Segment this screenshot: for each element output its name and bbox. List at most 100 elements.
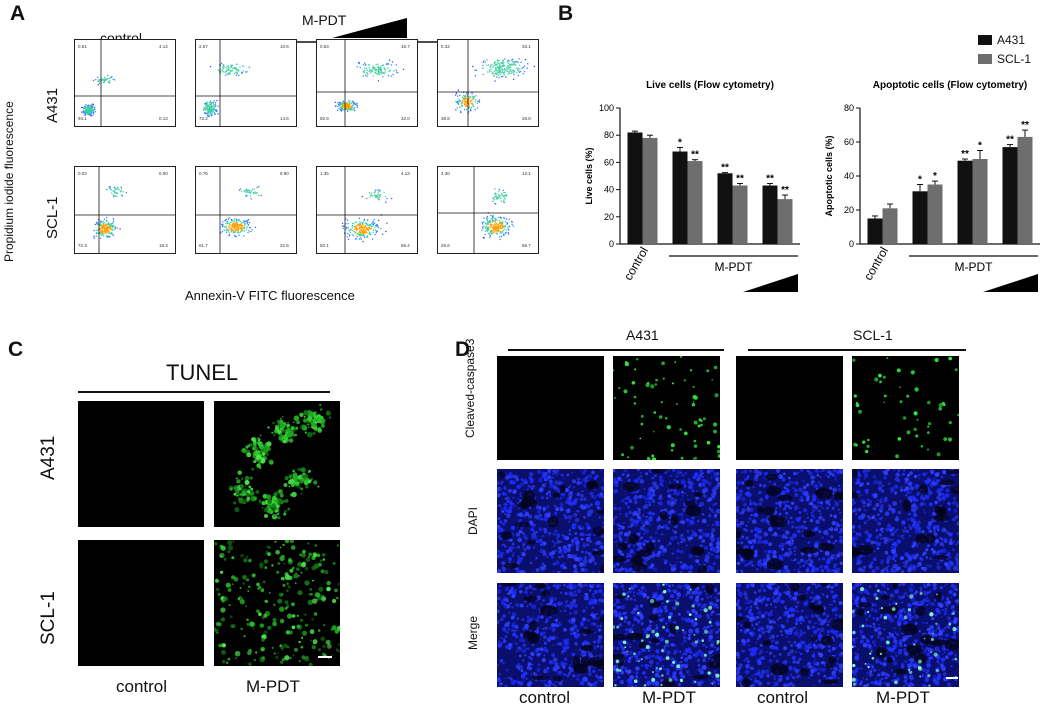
if-merge-3 xyxy=(736,583,843,687)
panel-a-x-axis-title: Annexin-V FITC fluorescence xyxy=(185,288,355,303)
flow-plot-2: 2.57 10.6 72.2 14.6 xyxy=(195,39,297,127)
significance-mark: ** xyxy=(736,173,744,184)
significance-mark: ** xyxy=(1021,120,1029,131)
if-caspase-1 xyxy=(497,356,604,460)
y-tick-label: 40 xyxy=(844,171,854,181)
panel-d-group-a431: A431 xyxy=(626,327,659,343)
if-caspase-4 xyxy=(852,356,959,460)
panel-c-col-mpdt: M-PDT xyxy=(246,677,300,696)
flow-quadrant-value: 0.32 xyxy=(441,44,450,49)
significance-mark: * xyxy=(918,175,922,186)
flow-plot-7: 1.35 4.13 50.1 56.4 xyxy=(316,166,418,254)
y-axis-label: Live cells (%) xyxy=(584,147,594,204)
chart-title: Apoptotic cells (Flow cytometry) xyxy=(873,80,1027,91)
bar-a431-3 xyxy=(957,160,973,244)
significance-mark: * xyxy=(978,141,982,152)
significance-mark: ** xyxy=(766,173,774,184)
flow-quadrant-value: 16.7 xyxy=(401,44,410,49)
flow-quadrant-value: 50.9 xyxy=(320,116,329,121)
panel-letter-d: D xyxy=(455,338,471,361)
bar-a431-4 xyxy=(1002,147,1018,244)
panel-d-row-caspase: Cleaved-caspase3 xyxy=(463,338,477,438)
bar-a431-2 xyxy=(672,151,688,244)
significance-mark: ** xyxy=(1006,135,1014,146)
panel-c-title-rule xyxy=(78,391,330,393)
flow-quadrant-value: 4.14 xyxy=(159,44,168,49)
panel-d-col-control-1: control xyxy=(519,688,571,707)
flow-quadrant-value: 13.1 xyxy=(522,171,531,176)
panel-c-title: TUNEL xyxy=(166,360,239,385)
tunel-a431-control xyxy=(78,401,204,527)
flow-plot-8: 4.30 13.1 25.6 56.7 xyxy=(437,166,539,254)
tunel-scl1-mpdt xyxy=(214,540,340,666)
panel-c-scale-bar xyxy=(318,656,332,658)
bar-scl-1-2 xyxy=(927,184,943,244)
dose-wedge xyxy=(983,274,1038,292)
flow-quadrant-value: 0.53 xyxy=(320,44,329,49)
if-merge-1 xyxy=(497,583,604,687)
panel-c-row-a431: A431 xyxy=(38,435,59,480)
flow-plot-3: 0.53 16.7 50.9 32.0 xyxy=(316,39,418,127)
chart-apoptotic-cells: Apoptotic cells (Flow cytometry) 0 20 40 60 8… xyxy=(824,80,1040,292)
bar-scl-1-4 xyxy=(1017,136,1033,244)
y-tick-label: 60 xyxy=(604,157,614,167)
flow-quadrant-value: 0.00 xyxy=(159,171,168,176)
panel-d-col-control-2: control xyxy=(757,688,809,707)
y-tick-label: 40 xyxy=(604,185,614,195)
panel-letter-b: B xyxy=(558,2,574,25)
if-merge-2 xyxy=(613,583,720,687)
flow-quadrant-value: 26.8 xyxy=(522,116,531,121)
y-tick-label: 80 xyxy=(844,103,854,113)
panel-d-group-scl1-rule xyxy=(748,349,966,351)
x-control-label: control xyxy=(621,245,651,283)
bar-scl-1-1 xyxy=(882,208,898,244)
flow-quadrant-value: 72.2 xyxy=(199,116,208,121)
flow-quadrant-value: 10.6 xyxy=(280,44,289,49)
panel-d-group-scl1: SCL-1 xyxy=(853,327,893,343)
tunel-scl1-control xyxy=(78,540,204,666)
legend-swatch-a431 xyxy=(978,35,992,45)
if-merge-4 xyxy=(852,583,959,687)
y-tick-label: 0 xyxy=(849,239,854,249)
panel-d-col-mpdt-2: M-PDT xyxy=(876,688,930,707)
tunel-a431-mpdt xyxy=(214,401,340,527)
flow-quadrant-value: 94.1 xyxy=(78,116,87,121)
bar-a431-1 xyxy=(627,132,643,244)
panel-d-col-mpdt-1: M-PDT xyxy=(642,688,696,707)
significance-mark: ** xyxy=(721,163,729,174)
bar-a431-4 xyxy=(762,185,778,244)
flow-plot-1: 0.61 4.14 94.1 0.13 xyxy=(74,39,176,127)
flow-quadrant-value: 0.76 xyxy=(199,171,208,176)
panel-d-group-a431-rule xyxy=(508,349,724,351)
flow-quadrant-value: 56.7 xyxy=(522,243,531,248)
flow-quadrant-value: 61.7 xyxy=(199,243,208,248)
bar-scl-1-2 xyxy=(687,161,703,244)
panel-letter-a: A xyxy=(10,2,26,25)
flow-plot-4: 0.32 33.1 38.8 26.8 xyxy=(437,39,539,127)
if-dapi-3 xyxy=(736,469,843,573)
dose-wedge xyxy=(743,274,798,292)
significance-mark: * xyxy=(678,137,682,148)
flow-quadrant-value: 1.35 xyxy=(320,171,329,176)
flow-quadrant-value: 25.6 xyxy=(441,243,450,248)
y-axis-label: Apoptotic cells (%) xyxy=(824,135,834,216)
if-dapi-2 xyxy=(613,469,720,573)
flow-quadrant-value: 18.3 xyxy=(159,243,168,248)
y-tick-label: 20 xyxy=(844,205,854,215)
panel-c-row-scl1: SCL-1 xyxy=(38,591,59,645)
legend-swatch-scl1 xyxy=(978,54,992,64)
significance-mark: ** xyxy=(961,149,969,160)
panel-c-col-control: control xyxy=(116,677,168,696)
flow-plot-6: 0.76 9.90 61.7 22.6 xyxy=(195,166,297,254)
bar-a431-2 xyxy=(912,191,928,244)
if-dapi-1 xyxy=(497,469,604,573)
x-control-label: control xyxy=(861,245,891,283)
flow-quadrant-value: 72.3 xyxy=(78,243,87,248)
significance-mark: * xyxy=(933,171,937,182)
flow-quadrant-value: 0.03 xyxy=(78,171,87,176)
panel-a-row-a431: A431 xyxy=(44,87,61,123)
flow-quadrant-value: 2.57 xyxy=(199,44,208,49)
y-tick-label: 80 xyxy=(604,130,614,140)
if-dapi-4 xyxy=(852,469,959,573)
flow-quadrant-value: 4.13 xyxy=(401,171,410,176)
